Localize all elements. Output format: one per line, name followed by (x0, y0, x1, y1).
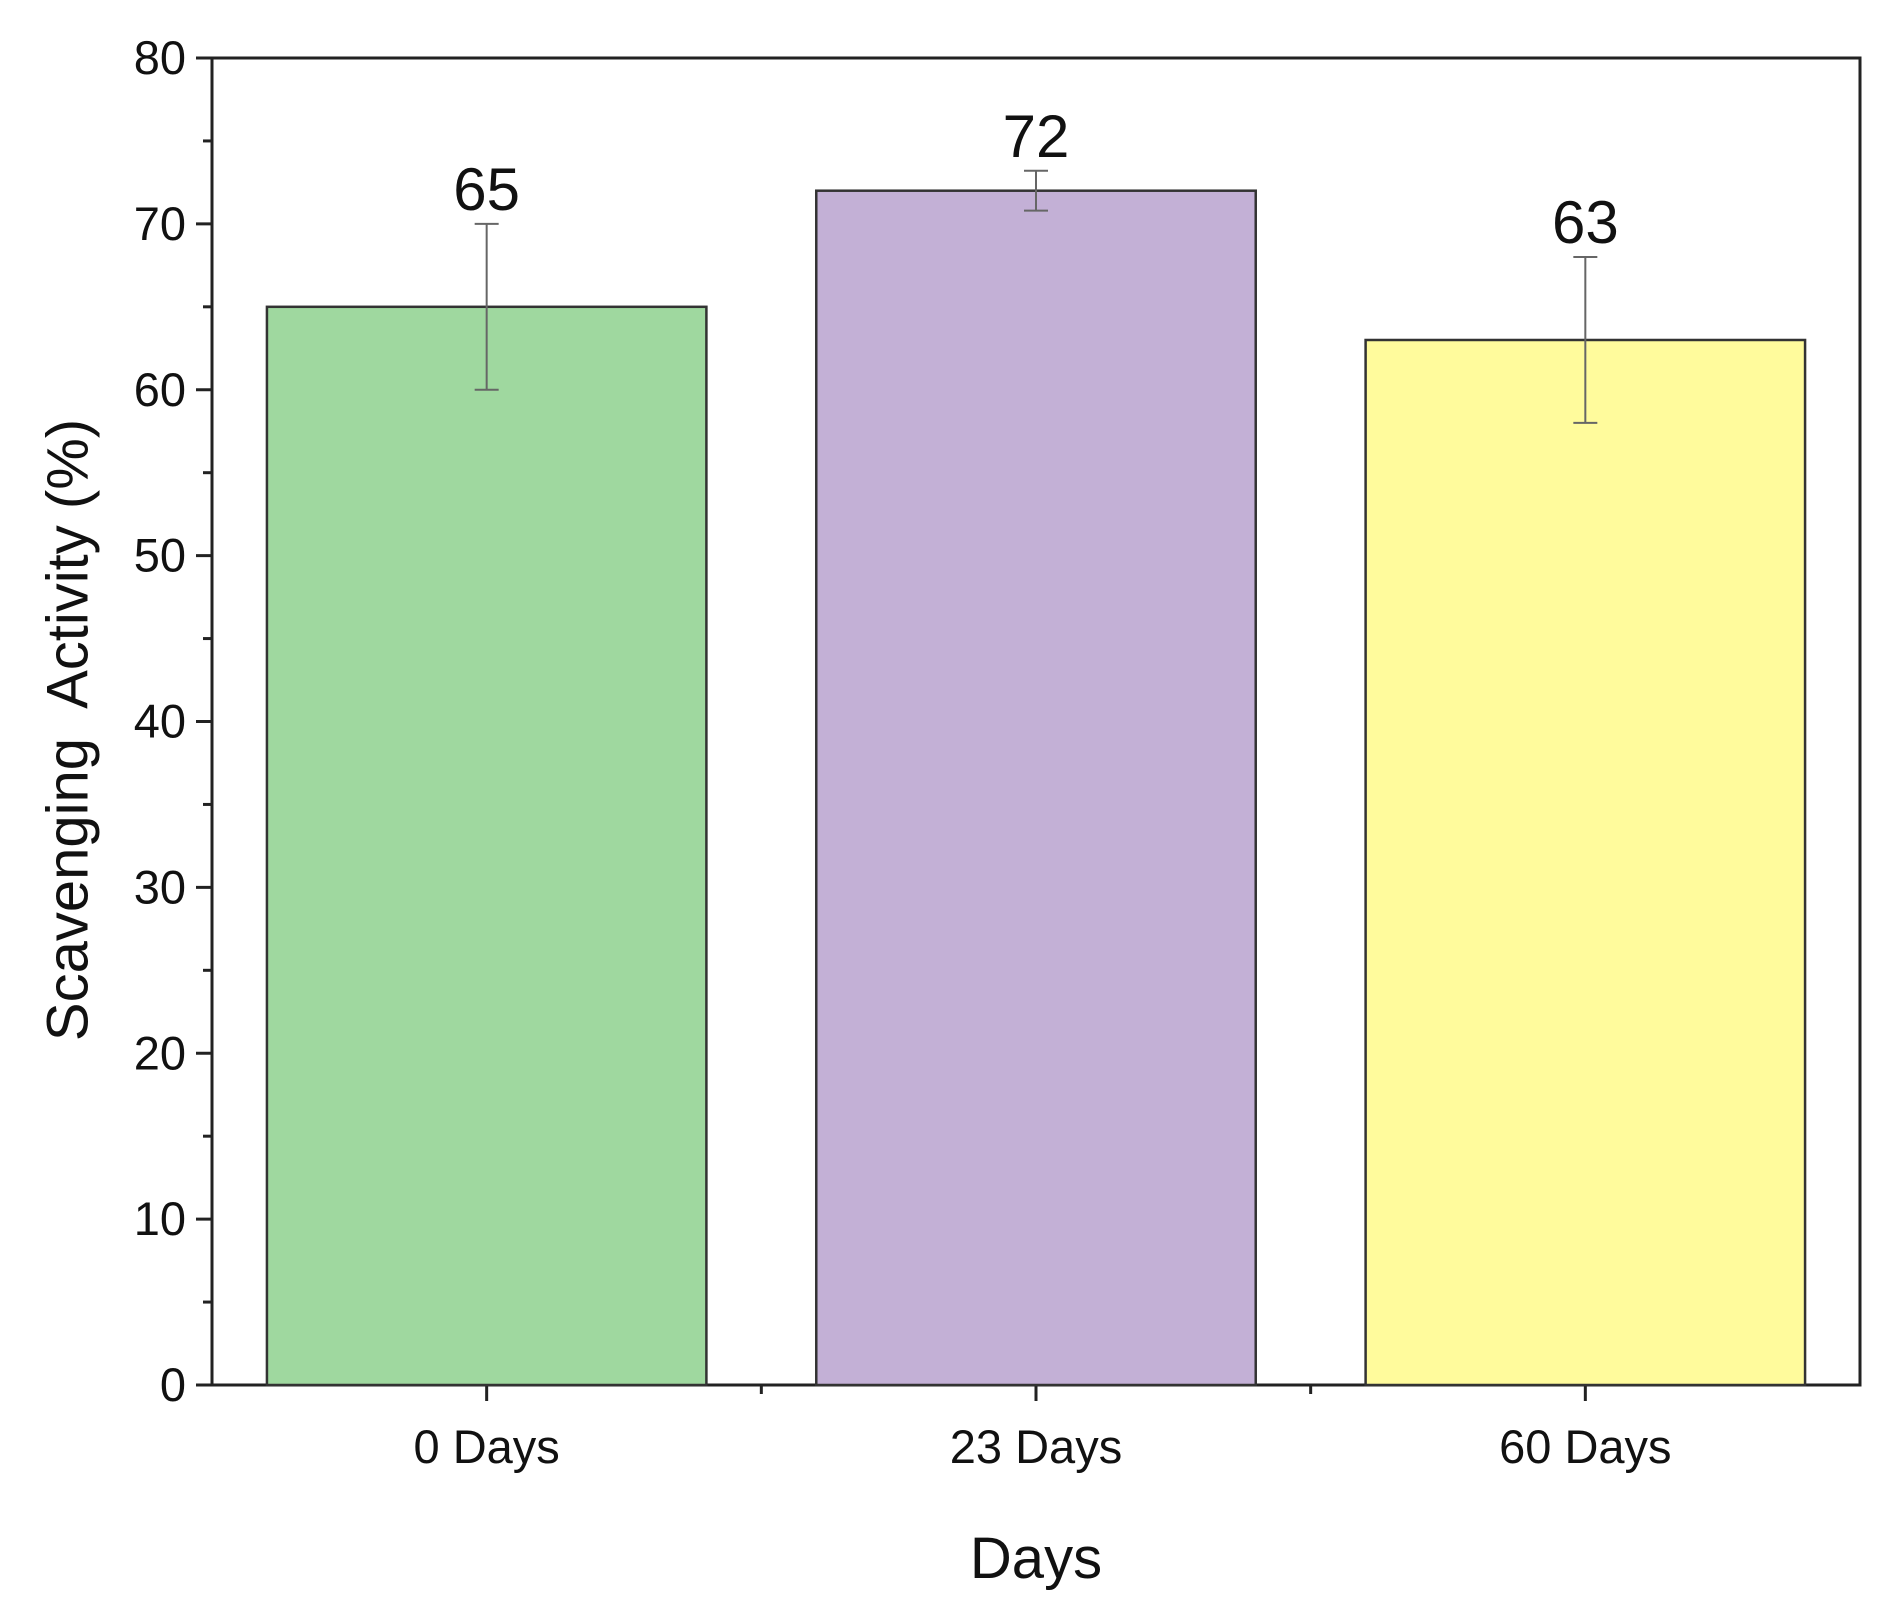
y-tick-label: 50 (134, 529, 186, 582)
y-tick-label: 80 (134, 31, 186, 84)
y-tick-label: 0 (160, 1358, 186, 1411)
bar-series (265, 189, 1807, 1387)
y-tick-label: 10 (134, 1192, 186, 1245)
y-tick-label: 60 (134, 363, 186, 416)
data-labels: 65 72 63 (453, 103, 1618, 256)
data-label: 72 (1003, 103, 1070, 170)
x-tick-label: 60 Days (1499, 1420, 1671, 1473)
y-tick-label: 20 (134, 1026, 186, 1079)
y-tick-label: 70 (134, 197, 186, 250)
data-label: 63 (1552, 189, 1619, 256)
x-tick-label: 23 Days (950, 1420, 1122, 1473)
data-label: 65 (453, 156, 520, 223)
y-axis-title: Scavenging Activity (%) (35, 419, 100, 1041)
x-tick-label: 0 Days (414, 1420, 560, 1473)
x-axis: 0 Days 23 Days 60 Days (414, 1385, 1672, 1473)
x-axis-title: Days (970, 1526, 1102, 1591)
y-tick-label: 40 (134, 695, 186, 748)
bar (265, 305, 708, 1387)
y-tick-label: 30 (134, 860, 186, 913)
bar (815, 189, 1257, 1387)
error-bars (474, 169, 1598, 424)
bar (1364, 338, 1807, 1387)
y-axis: 0 10 20 30 40 50 60 70 80 (134, 31, 212, 1411)
